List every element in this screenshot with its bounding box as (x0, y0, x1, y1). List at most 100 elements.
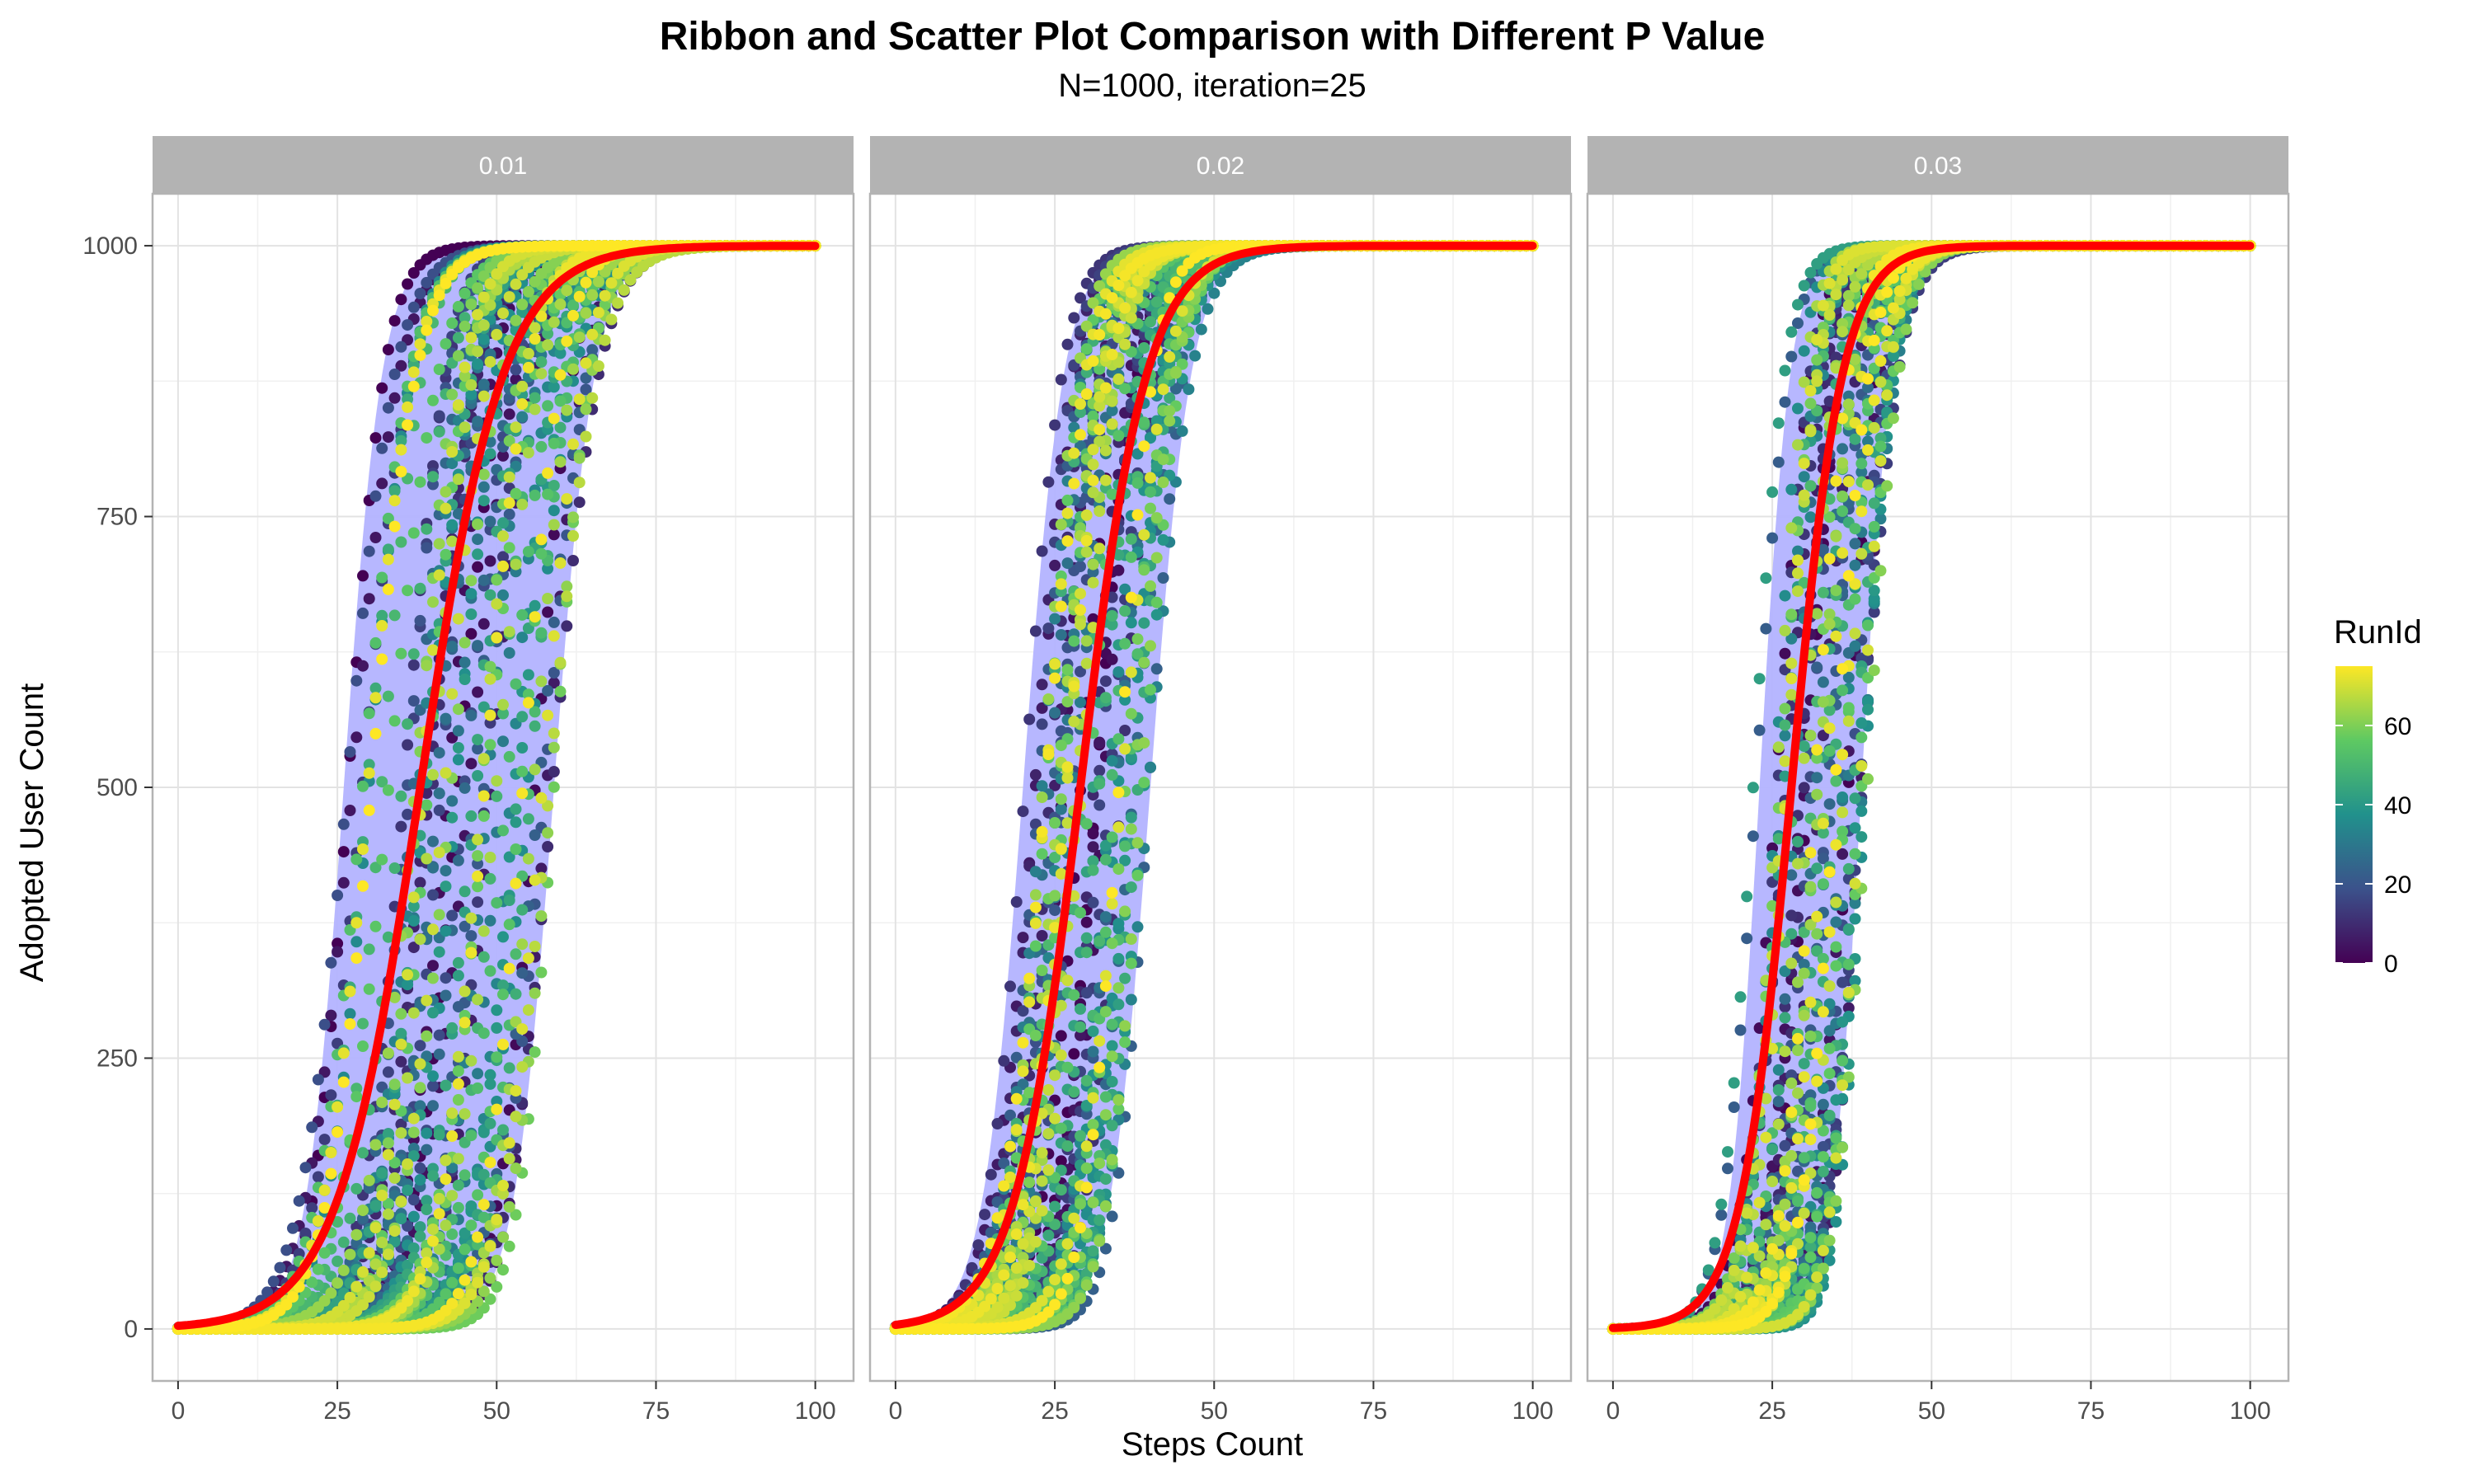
data-point (465, 608, 477, 620)
data-point (402, 278, 414, 290)
data-point (407, 301, 420, 313)
data-point (477, 378, 490, 391)
data-point (293, 1195, 305, 1207)
data-point (369, 490, 382, 502)
data-point (510, 816, 522, 829)
data-point (452, 742, 464, 754)
data-point (433, 747, 445, 759)
data-point (407, 1210, 420, 1223)
data-point (503, 647, 515, 659)
data-point (548, 528, 560, 541)
data-point (433, 1029, 445, 1041)
data-point (402, 718, 414, 730)
data-point (363, 545, 375, 557)
data-point (529, 829, 541, 841)
data-point (369, 532, 382, 543)
data-point (503, 895, 515, 906)
data-point (484, 515, 496, 528)
data-point (414, 1162, 426, 1174)
data-point (395, 1055, 407, 1068)
data-point (472, 548, 484, 561)
chart-subtitle: N=1000, iteration=25 (1058, 68, 1366, 104)
data-point (280, 1244, 293, 1256)
data-point (452, 854, 464, 866)
data-point (382, 543, 394, 556)
data-point (332, 946, 344, 958)
data-point (573, 496, 586, 509)
data-point (542, 684, 554, 697)
data-point (440, 925, 452, 937)
data-point (497, 1124, 509, 1136)
data-point (452, 956, 464, 969)
data-point (433, 946, 445, 958)
data-point (452, 331, 464, 344)
data-point (427, 1170, 439, 1182)
data-point (586, 344, 599, 356)
data-point (337, 818, 350, 830)
data-point (369, 432, 382, 444)
data-point (440, 972, 452, 984)
data-point (388, 392, 401, 404)
data-point (433, 787, 445, 800)
data-point (446, 811, 459, 824)
data-point (427, 1007, 439, 1019)
data-point (332, 890, 344, 901)
data-point (407, 267, 420, 279)
data-point (472, 561, 484, 573)
data-point (516, 711, 529, 723)
data-point (440, 989, 452, 1002)
data-point (477, 618, 490, 630)
data-point (395, 1213, 407, 1225)
data-point (376, 442, 388, 454)
data-point (395, 820, 407, 833)
data-point (548, 616, 560, 628)
data-point (484, 1117, 496, 1129)
data-point (337, 876, 350, 889)
data-point (548, 766, 560, 777)
data-point (414, 1040, 426, 1052)
data-point (484, 448, 496, 460)
data-point (484, 1078, 496, 1090)
data-point (407, 648, 420, 660)
data-point (350, 1182, 363, 1195)
data-point (312, 1171, 324, 1183)
data-point (287, 1222, 299, 1234)
data-point (452, 725, 464, 737)
data-point (357, 607, 369, 619)
data-point (382, 1066, 394, 1078)
data-point (402, 319, 414, 331)
data-point (414, 614, 426, 627)
data-point (318, 1018, 331, 1031)
data-point (306, 1121, 318, 1134)
data-point (433, 410, 445, 422)
data-point (299, 1162, 312, 1174)
data-point (332, 937, 344, 950)
data-point (350, 674, 363, 687)
data-point (421, 1127, 433, 1139)
data-point (503, 408, 515, 420)
data-point (421, 542, 433, 554)
data-point (446, 795, 459, 807)
data-point (465, 810, 477, 822)
data-point (472, 686, 484, 698)
data-point (344, 1007, 356, 1020)
data-point (325, 956, 337, 969)
data-point (503, 1062, 515, 1074)
data-point (491, 1004, 503, 1017)
data-point (529, 720, 541, 732)
data-point (427, 960, 439, 972)
data-point (567, 555, 579, 566)
data-point (344, 1212, 356, 1224)
data-point (472, 533, 484, 546)
data-point (510, 364, 522, 376)
data-point (337, 846, 350, 858)
data-point (357, 660, 369, 672)
data-point (325, 1089, 337, 1101)
data-point (446, 519, 459, 531)
data-point (337, 1236, 350, 1248)
data-point (472, 358, 484, 370)
data-point (465, 930, 477, 942)
data-point (484, 555, 496, 567)
data-point (542, 606, 554, 618)
